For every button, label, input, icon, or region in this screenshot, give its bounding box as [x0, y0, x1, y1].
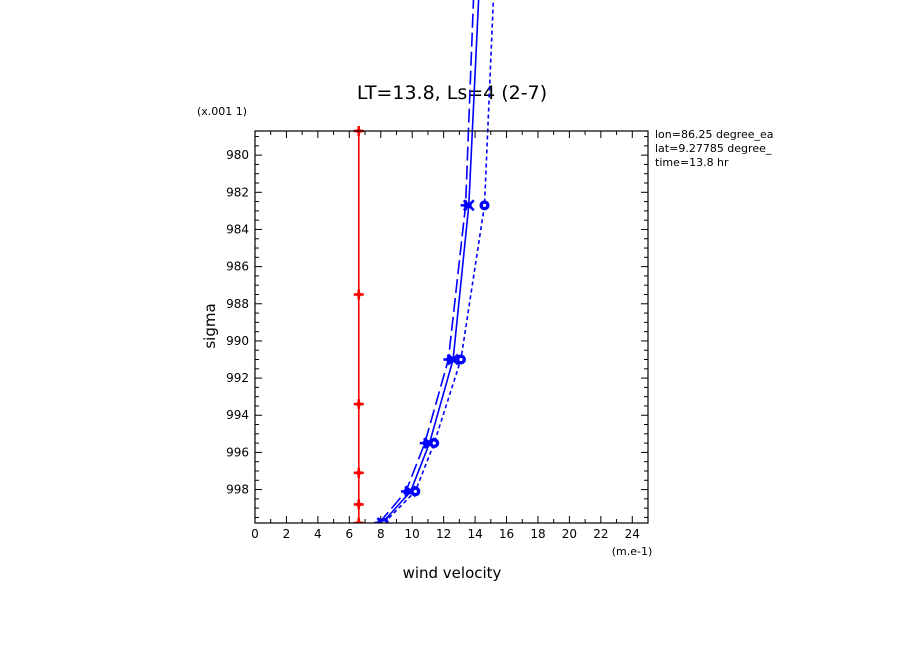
x-tick-label: 20	[562, 527, 577, 541]
series-line	[378, 0, 475, 523]
marker-center	[482, 203, 487, 207]
x-axis-unit: (m.e-1)	[612, 545, 653, 558]
marker-dot	[356, 470, 362, 476]
marker-center	[413, 489, 417, 494]
marker-dot	[422, 440, 428, 446]
y-tick-label: 988	[226, 297, 249, 311]
data-point	[353, 518, 364, 523]
annotation-time: time=13.8 hr	[655, 156, 729, 169]
series-0	[353, 126, 364, 523]
y-tick-label: 998	[226, 483, 249, 497]
marker-dot	[465, 202, 472, 209]
axes: 0 2 4 6 8 10 12 14 16 18 20 22 249809829849869889909…	[226, 131, 648, 541]
chart-title: LT=13.8, Ls=4 (2-7)	[357, 82, 547, 104]
series-2	[376, 0, 480, 523]
data-point	[455, 354, 466, 365]
marker-dot	[356, 401, 362, 407]
x-tick-label: 14	[467, 527, 482, 541]
data-point	[429, 438, 440, 449]
x-tick-label: 16	[499, 527, 514, 541]
x-tick-label: 24	[625, 527, 640, 541]
series-3	[378, 0, 495, 523]
data-point	[462, 199, 475, 212]
series-line	[383, 0, 495, 523]
y-tick-label: 980	[226, 148, 249, 162]
marker-center	[459, 357, 463, 362]
series-layer	[353, 0, 495, 523]
annotation-lat: lat=9.27785 degree_	[655, 142, 772, 155]
y-tick-label: 984	[226, 222, 249, 236]
x-tick-label: 22	[593, 527, 608, 541]
x-tick-label: 8	[377, 527, 385, 541]
y-axis-label: sigma	[201, 303, 219, 348]
x-tick-label: 2	[283, 527, 291, 541]
marker-dot	[445, 357, 451, 363]
annotation-lon: lon=86.25 degree_ea	[655, 128, 774, 141]
data-point	[447, 353, 459, 366]
data-point	[410, 486, 421, 497]
marker-dot	[356, 501, 362, 507]
marker-dot	[403, 488, 409, 494]
marker-dot	[450, 356, 457, 363]
x-tick-label: 4	[314, 527, 322, 541]
marker-dot	[356, 520, 362, 523]
marker-circle	[378, 518, 389, 523]
x-tick-label: 6	[345, 527, 353, 541]
y-tick-label: 982	[226, 185, 249, 199]
data-point	[479, 200, 490, 211]
y-axis-unit: (x.001 1)	[197, 105, 247, 118]
y-tick-label: 986	[226, 260, 249, 274]
y-tick-label: 990	[226, 334, 249, 348]
x-tick-label: 12	[436, 527, 451, 541]
data-point	[353, 289, 364, 300]
x-tick-label: 10	[405, 527, 420, 541]
marker-d1	[376, 517, 385, 523]
x-tick-label: 18	[530, 527, 545, 541]
data-point	[353, 399, 364, 410]
y-tick-label: 994	[226, 408, 249, 422]
x-tick-label: 0	[251, 527, 259, 541]
y-tick-label: 996	[226, 445, 249, 459]
x-axis-label: wind velocity	[403, 564, 502, 582]
data-point	[353, 467, 364, 478]
marker-dot	[356, 291, 362, 297]
y-tick-label: 992	[226, 371, 249, 385]
marker-center	[432, 441, 436, 445]
plot-frame	[254, 130, 649, 524]
data-point	[353, 499, 364, 510]
